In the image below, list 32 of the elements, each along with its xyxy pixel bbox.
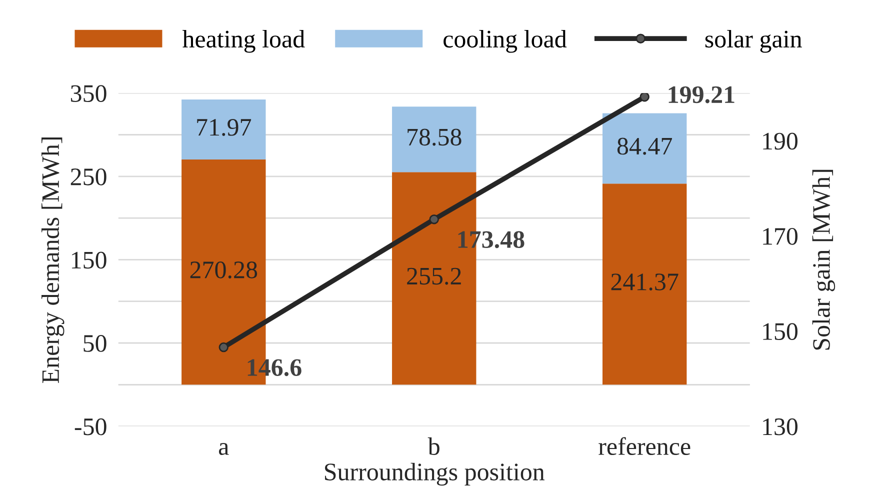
y2-tick-label: 130 [763, 418, 798, 436]
data-label: 241.37 [611, 274, 678, 290]
bar [602, 113, 687, 184]
y-tick-label: 50 [84, 335, 106, 352]
x-tick-label: reference [598, 437, 690, 456]
bar [182, 100, 266, 160]
bar [602, 184, 687, 385]
y2-axis-title: Solar gain [MWh] [812, 170, 836, 350]
y2-tick-label: 150 [763, 323, 798, 340]
y-tick-label: 250 [70, 168, 106, 186]
x-tick-label: b [428, 437, 440, 456]
point [640, 93, 650, 102]
bar [392, 106, 476, 172]
point [218, 342, 228, 352]
legend-label: heating load [182, 30, 305, 53]
y-tick-label: 350 [70, 85, 106, 102]
point [429, 214, 439, 224]
data-label: 71.97 [197, 118, 252, 136]
data-label: 270.28 [190, 261, 258, 278]
data-label: 78.58 [408, 128, 462, 146]
x-axis-title: Surroundings position [325, 462, 545, 486]
x-tick-label: a [218, 443, 229, 456]
y-tick-label: 150 [72, 252, 106, 269]
data-label: 255.2 [407, 268, 461, 285]
data-label: 199.21 [668, 86, 734, 104]
y2-tick-label: 170 [763, 228, 798, 245]
legend-label: cooling load [444, 30, 567, 53]
legend-label: solar gain [705, 30, 802, 53]
y2-tick-label: 190 [763, 132, 798, 150]
data-label: 84.47 [617, 138, 672, 155]
y-tick-label: -50 [74, 418, 106, 436]
y-axis-title: Energy demands [MWh] [41, 138, 64, 384]
